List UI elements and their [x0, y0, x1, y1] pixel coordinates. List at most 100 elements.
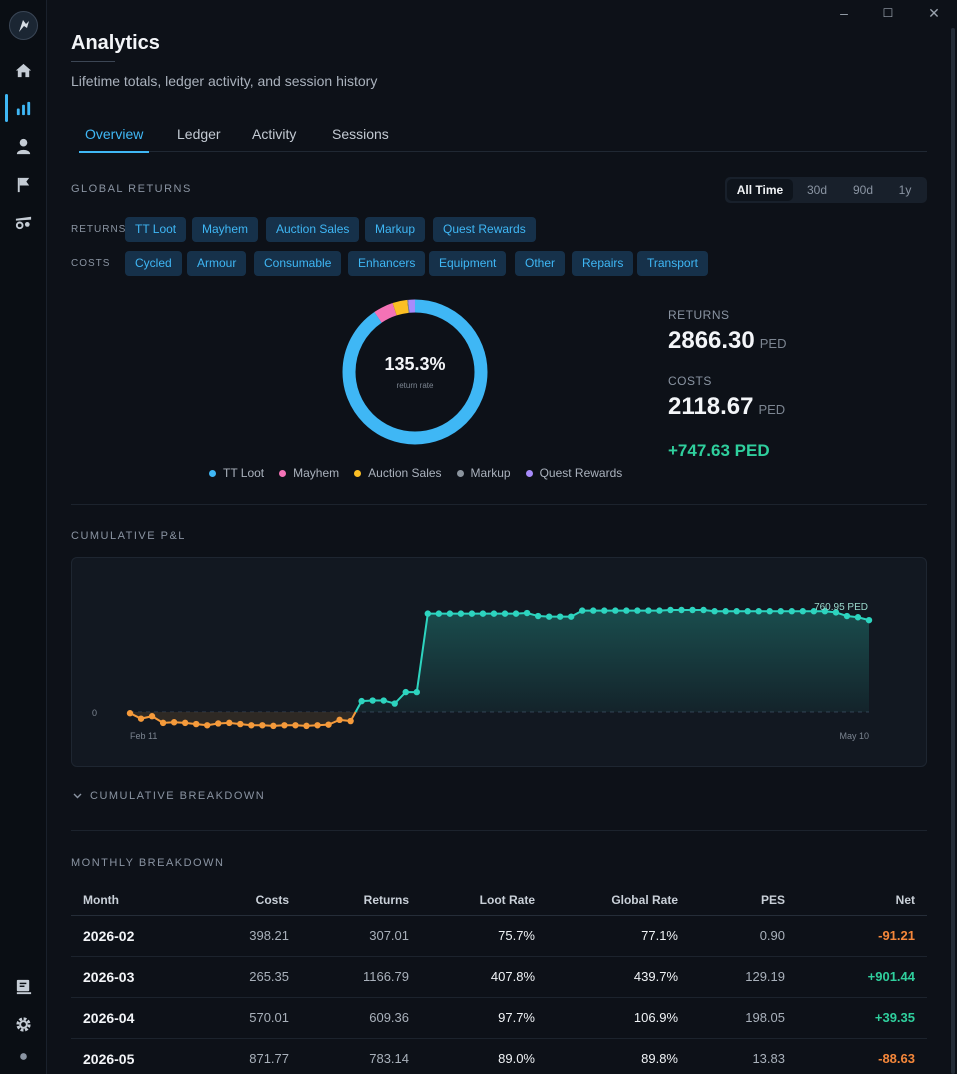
data-point[interactable] — [380, 697, 387, 704]
data-point[interactable] — [744, 608, 751, 615]
sidebar-item-tools[interactable] — [0, 206, 47, 238]
chip-mayhem[interactable]: Mayhem — [192, 217, 259, 242]
chip-enhancers[interactable]: Enhancers — [348, 251, 426, 276]
chip-auction-sales[interactable]: Auction Sales — [266, 217, 360, 242]
data-point[interactable] — [281, 722, 288, 729]
chip-other[interactable]: Other — [515, 251, 566, 276]
data-point[interactable] — [479, 610, 487, 617]
donut-segment-tt-loot[interactable] — [342, 299, 488, 445]
data-point[interactable] — [799, 608, 807, 615]
col-loot-rate[interactable]: Loot Rate — [421, 886, 547, 916]
data-point[interactable] — [534, 612, 542, 620]
data-point[interactable] — [159, 719, 167, 727]
tab-activity[interactable]: Activity — [252, 126, 297, 142]
data-point[interactable] — [446, 610, 454, 617]
data-point[interactable] — [523, 609, 531, 617]
range-all-time[interactable]: All Time — [727, 179, 793, 201]
table-row[interactable]: 2026-05 871.77 783.14 89.0% 89.8% 13.83 -88.63 — [71, 1038, 927, 1074]
data-point[interactable] — [579, 607, 586, 614]
data-point[interactable] — [435, 610, 443, 617]
sidebar-item-ledger[interactable] — [0, 970, 47, 1002]
data-point[interactable] — [259, 722, 266, 729]
data-point[interactable] — [645, 607, 652, 614]
data-point[interactable] — [347, 717, 354, 725]
table-row[interactable]: 2026-04 570.01 609.36 97.7% 106.9% 198.05 +39.… — [71, 997, 927, 1039]
data-point[interactable] — [865, 616, 873, 624]
data-point[interactable] — [700, 606, 707, 614]
data-point[interactable] — [292, 722, 299, 729]
col-net[interactable]: Net — [797, 886, 927, 916]
data-point[interactable] — [457, 610, 465, 617]
data-point[interactable] — [788, 608, 795, 615]
data-point[interactable] — [777, 608, 784, 615]
data-point[interactable] — [248, 722, 255, 729]
data-point[interactable] — [722, 608, 729, 615]
col-global-rate[interactable]: Global Rate — [547, 886, 690, 916]
data-point[interactable] — [170, 719, 178, 726]
chip-transport[interactable]: Transport — [637, 251, 708, 276]
data-point[interactable] — [314, 722, 321, 729]
chip-consumable[interactable]: Consumable — [254, 251, 342, 276]
data-point[interactable] — [391, 700, 398, 707]
data-point[interactable] — [270, 722, 277, 730]
data-point[interactable] — [126, 710, 134, 717]
minimize-button[interactable]: – — [840, 5, 848, 21]
data-point[interactable] — [832, 609, 840, 616]
data-point[interactable] — [215, 720, 222, 727]
chip-cycled[interactable]: Cycled — [125, 251, 182, 276]
table-row[interactable]: 2026-02 398.21 307.01 75.7% 77.1% 0.90 -91.21 — [71, 915, 927, 957]
table-row[interactable]: 2026-03 265.35 1166.79 407.8% 439.7% 129.19 +9… — [71, 956, 927, 998]
cumulative-breakdown-toggle[interactable]: CUMULATIVE BREAKDOWN — [73, 790, 265, 802]
sidebar-item-missions[interactable] — [0, 168, 47, 200]
col-costs[interactable]: Costs — [191, 886, 301, 916]
data-point[interactable] — [413, 688, 420, 696]
donut-segment-quest-rewards[interactable] — [342, 299, 488, 445]
col-returns[interactable]: Returns — [301, 886, 421, 916]
data-point[interactable] — [612, 607, 619, 614]
data-point[interactable] — [424, 610, 432, 617]
tab-overview[interactable]: Overview — [79, 124, 150, 153]
data-point[interactable] — [733, 608, 740, 615]
data-point[interactable] — [490, 610, 498, 617]
data-point[interactable] — [468, 610, 476, 617]
sidebar-item-home[interactable] — [0, 54, 47, 86]
tab-sessions[interactable]: Sessions — [332, 126, 389, 142]
data-point[interactable] — [567, 613, 575, 620]
data-point[interactable] — [402, 688, 409, 696]
close-button[interactable]: ✕ — [928, 4, 940, 21]
data-point[interactable] — [512, 610, 520, 617]
range-1y[interactable]: 1y — [898, 183, 912, 197]
data-point[interactable] — [810, 608, 818, 615]
data-point[interactable] — [501, 610, 509, 617]
data-point[interactable] — [369, 697, 376, 704]
range-90d[interactable]: 90d — [852, 183, 874, 197]
data-point[interactable] — [545, 613, 553, 620]
scrollbar[interactable] — [951, 28, 955, 1074]
tab-ledger[interactable]: Ledger — [177, 126, 221, 142]
data-point[interactable] — [678, 606, 685, 614]
data-point[interactable] — [821, 608, 829, 615]
data-point[interactable] — [325, 721, 332, 728]
data-point[interactable] — [656, 607, 663, 614]
data-point[interactable] — [336, 716, 343, 724]
data-point[interactable] — [192, 720, 200, 728]
data-point[interactable] — [181, 719, 189, 727]
data-point[interactable] — [843, 612, 851, 620]
data-point[interactable] — [667, 606, 674, 614]
chip-equipment[interactable]: Equipment — [429, 251, 507, 276]
data-point[interactable] — [601, 607, 608, 614]
donut-segment-auction-sales[interactable] — [339, 296, 491, 448]
data-point[interactable] — [711, 608, 718, 615]
data-point[interactable] — [303, 722, 310, 730]
chip-tt-loot[interactable]: TT Loot — [125, 217, 187, 242]
sidebar-item-profile[interactable] — [0, 130, 47, 162]
col-month[interactable]: Month — [71, 886, 191, 916]
data-point[interactable] — [148, 713, 156, 720]
data-point[interactable] — [854, 614, 862, 621]
data-point[interactable] — [766, 608, 773, 615]
maximize-button[interactable]: ☐ — [882, 6, 894, 20]
data-point[interactable] — [358, 697, 365, 705]
data-point[interactable] — [755, 608, 762, 615]
data-point[interactable] — [556, 613, 564, 620]
data-point[interactable] — [689, 606, 696, 614]
